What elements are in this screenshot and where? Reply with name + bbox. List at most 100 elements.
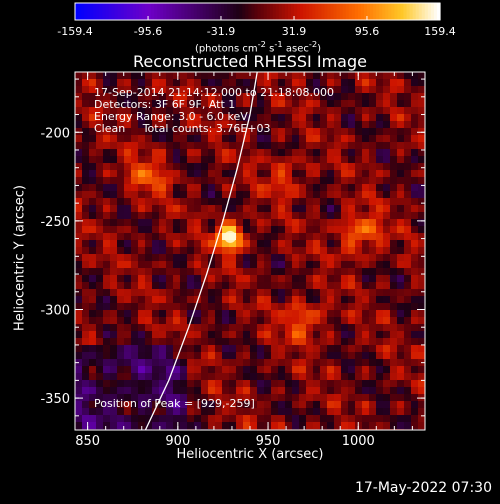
image-pixel [208,338,216,346]
image-pixel [194,121,202,129]
image-pixel [138,373,146,381]
image-pixel [250,177,258,185]
image-pixel [278,184,286,192]
image-pixel [327,373,335,381]
image-pixel [96,177,104,185]
image-pixel [334,254,342,262]
image-pixel [208,72,216,80]
image-pixel [341,247,349,255]
colorbar-swatch [163,3,167,20]
image-pixel [208,233,216,241]
image-pixel [145,366,153,374]
image-pixel [285,373,293,381]
image-pixel [243,359,251,367]
image-pixel [173,373,181,381]
image-pixel [390,261,398,269]
image-pixel [327,79,335,87]
image-pixel [152,310,160,318]
image-pixel [187,401,195,409]
colorbar-tick-label: 31.9 [282,25,307,38]
image-pixel [208,359,216,367]
image-pixel [348,100,356,108]
colorbar-swatch [87,3,91,20]
image-pixel [215,324,223,332]
image-pixel [250,219,258,227]
image-pixel [187,191,195,199]
image-pixel [418,401,425,409]
image-pixel [187,233,195,241]
image-pixel [299,142,307,150]
image-pixel [166,184,174,192]
image-pixel [173,86,181,94]
image-pixel [369,289,377,297]
image-pixel [285,121,293,129]
image-pixel [348,289,356,297]
image-pixel [138,282,146,290]
image-pixel [187,282,195,290]
image-pixel [383,79,391,87]
image-pixel [418,254,425,262]
image-pixel [117,247,125,255]
image-pixel [320,191,328,199]
image-pixel [376,79,384,87]
image-pixel [152,156,160,164]
image-pixel [124,184,132,192]
colorbar-swatch [114,3,119,20]
image-pixel [257,212,265,220]
image-pixel [292,205,300,213]
image-pixel [166,240,174,248]
image-pixel [152,289,160,297]
image-pixel [369,107,377,115]
chart-title: Reconstructed RHESSI Image [133,52,367,71]
image-pixel [341,240,349,248]
image-pixel [194,303,202,311]
image-pixel [180,331,188,339]
image-pixel [313,282,321,290]
image-pixel [103,107,111,115]
image-pixel [320,254,328,262]
image-pixel [222,331,230,339]
image-pixel [383,289,391,297]
image-pixel [404,156,412,164]
image-pixel [215,79,223,87]
image-pixel [271,275,279,283]
image-pixel [124,268,132,276]
image-pixel [236,289,244,297]
image-pixel [264,170,272,178]
image-pixel [201,219,209,227]
image-pixel [201,205,209,213]
image-pixel [355,198,363,206]
image-pixel [292,142,300,150]
image-pixel [96,240,104,248]
image-pixel [215,282,223,290]
image-pixel [355,170,363,178]
image-pixel [166,394,174,402]
image-pixel [376,415,384,423]
image-pixel [96,184,104,192]
image-pixel [341,121,349,129]
image-pixel [117,261,125,269]
image-pixel [82,324,90,332]
image-pixel [82,268,90,276]
image-pixel [250,212,258,220]
image-pixel [208,373,216,381]
image-pixel [208,86,216,94]
image-pixel [243,184,251,192]
image-pixel [320,387,328,395]
image-pixel [89,177,97,185]
image-pixel [341,177,349,185]
image-pixel [306,233,314,241]
image-pixel [124,79,132,87]
image-pixel [397,191,405,199]
image-pixel [89,121,97,129]
image-pixel [96,163,104,171]
image-pixel [229,135,237,143]
image-pixel [103,296,111,304]
image-pixel [117,198,125,206]
colorbar-swatch [360,3,365,20]
image-pixel [390,345,398,353]
image-pixel [138,275,146,283]
image-pixel [292,415,300,423]
image-pixel [222,86,230,94]
image-pixel [159,387,167,395]
